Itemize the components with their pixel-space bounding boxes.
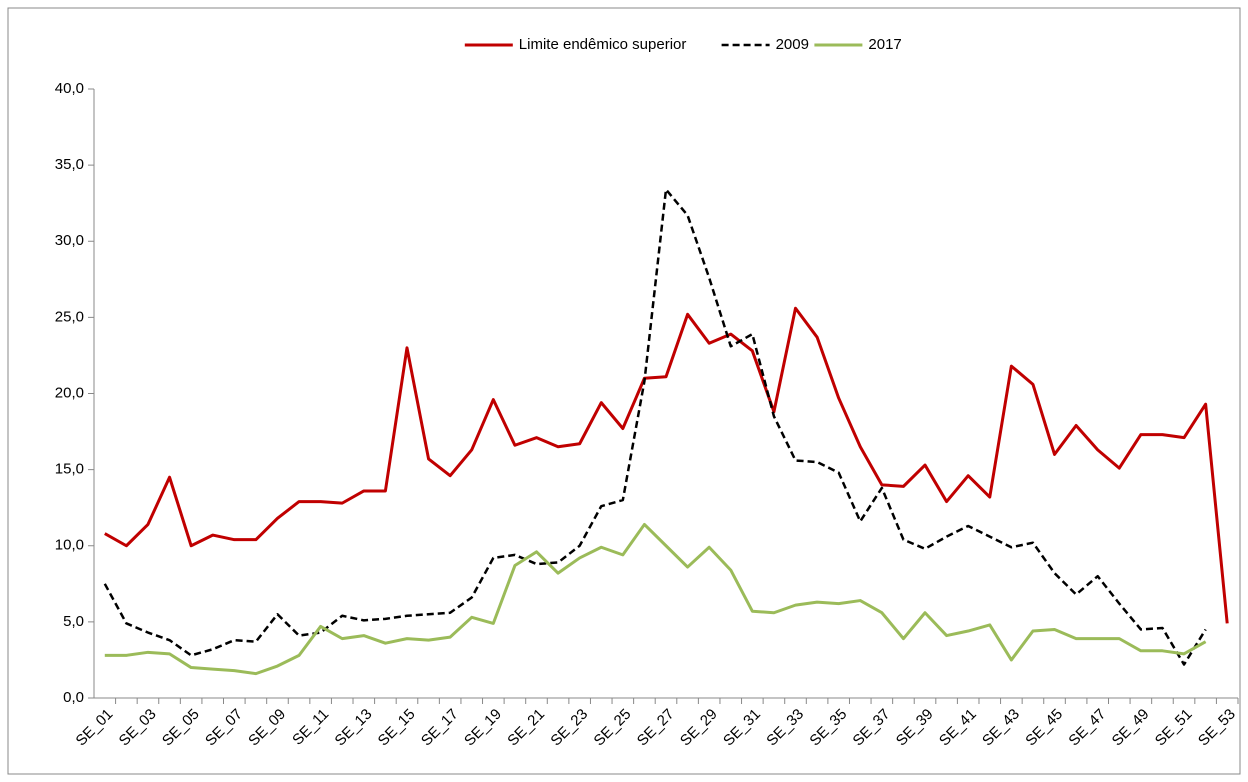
y-tick-label: 20,0 — [55, 384, 84, 401]
y-tick-label: 35,0 — [55, 156, 84, 173]
y-tick-label: 10,0 — [55, 537, 84, 554]
y-tick-label: 0,0 — [63, 689, 84, 706]
y-tick-label: 5,0 — [63, 613, 84, 630]
series-line — [103, 188, 1207, 666]
series-line — [104, 522, 1207, 676]
y-tick-label: 25,0 — [55, 308, 84, 325]
series-line — [104, 306, 1229, 624]
y-tick-label: 15,0 — [55, 461, 84, 478]
legend-label: 2017 — [868, 36, 901, 53]
y-tick-label: 40,0 — [55, 80, 84, 97]
legend-label: 2009 — [776, 36, 809, 53]
y-tick-label: 30,0 — [55, 232, 84, 249]
legend-label: Limite endêmico superior — [519, 36, 687, 53]
chart-frame — [7, 7, 1241, 775]
